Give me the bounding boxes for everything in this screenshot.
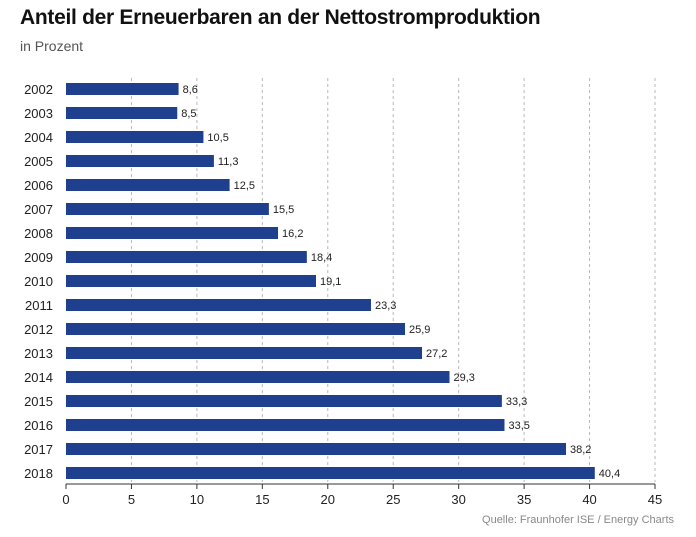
bar xyxy=(66,131,204,143)
y-tick-label: 2015 xyxy=(24,394,53,409)
y-tick-label: 2014 xyxy=(24,370,53,385)
chart-title: Anteil der Erneuerbaren an der Nettostro… xyxy=(20,6,541,29)
y-tick-label: 2009 xyxy=(24,250,53,265)
x-tick-label: 45 xyxy=(648,492,662,507)
y-tick-label: 2003 xyxy=(24,106,53,121)
x-tick-label: 5 xyxy=(128,492,135,507)
data-label: 38,2 xyxy=(570,444,591,456)
y-tick-label: 2010 xyxy=(24,274,53,289)
bar xyxy=(66,395,502,407)
bar xyxy=(66,371,450,383)
y-tick-label: 2008 xyxy=(24,226,53,241)
bar xyxy=(66,443,566,455)
x-tick-label: 20 xyxy=(321,492,335,507)
data-label: 27,2 xyxy=(426,348,447,360)
bar xyxy=(66,83,179,95)
y-tick-label: 2013 xyxy=(24,346,53,361)
y-tick-label: 2016 xyxy=(24,418,53,433)
data-label: 8,6 xyxy=(183,84,198,96)
data-label: 33,5 xyxy=(508,420,529,432)
bar xyxy=(66,323,406,335)
data-label: 10,5 xyxy=(207,132,228,144)
x-tick-label: 10 xyxy=(190,492,204,507)
data-label: 29,3 xyxy=(454,372,475,384)
x-tick-label: 30 xyxy=(451,492,465,507)
x-tick-label: 0 xyxy=(62,492,69,507)
data-label: 33,3 xyxy=(506,396,527,408)
data-label: 18,4 xyxy=(311,252,332,264)
y-tick-label: 2004 xyxy=(24,130,53,145)
bar xyxy=(66,179,230,191)
chart-subtitle: in Prozent xyxy=(20,38,84,54)
bar xyxy=(66,419,505,431)
bar xyxy=(66,227,279,239)
y-tick-label: 2007 xyxy=(24,202,53,217)
bar xyxy=(66,347,423,359)
x-tick-label: 15 xyxy=(255,492,269,507)
y-tick-label: 2012 xyxy=(24,322,53,337)
y-tick-label: 2006 xyxy=(24,178,53,193)
data-label: 23,3 xyxy=(375,300,396,312)
data-label: 15,5 xyxy=(273,204,294,216)
y-tick-label: 2002 xyxy=(24,82,53,97)
data-label: 11,3 xyxy=(218,156,239,168)
x-tick-label: 35 xyxy=(517,492,531,507)
data-label: 40,4 xyxy=(599,468,620,480)
source-note: Quelle: Fraunhofer ISE / Energy Charts xyxy=(482,514,674,526)
data-label: 12,5 xyxy=(234,180,255,192)
data-label: 25,9 xyxy=(409,324,430,336)
data-label: 8,5 xyxy=(181,108,196,120)
data-label: 16,2 xyxy=(282,228,303,240)
bar xyxy=(66,203,269,215)
bar xyxy=(66,467,595,479)
bar xyxy=(66,299,371,311)
x-tick-label: 40 xyxy=(582,492,596,507)
y-tick-label: 2005 xyxy=(24,154,53,169)
bar xyxy=(66,275,316,287)
y-tick-label: 2018 xyxy=(24,466,53,481)
y-tick-label: 2011 xyxy=(25,298,53,313)
bar xyxy=(66,107,178,119)
y-tick-label: 2017 xyxy=(24,442,53,457)
data-label: 19,1 xyxy=(320,276,341,288)
bar xyxy=(66,251,307,263)
x-tick-label: 25 xyxy=(386,492,400,507)
bar xyxy=(66,155,214,167)
